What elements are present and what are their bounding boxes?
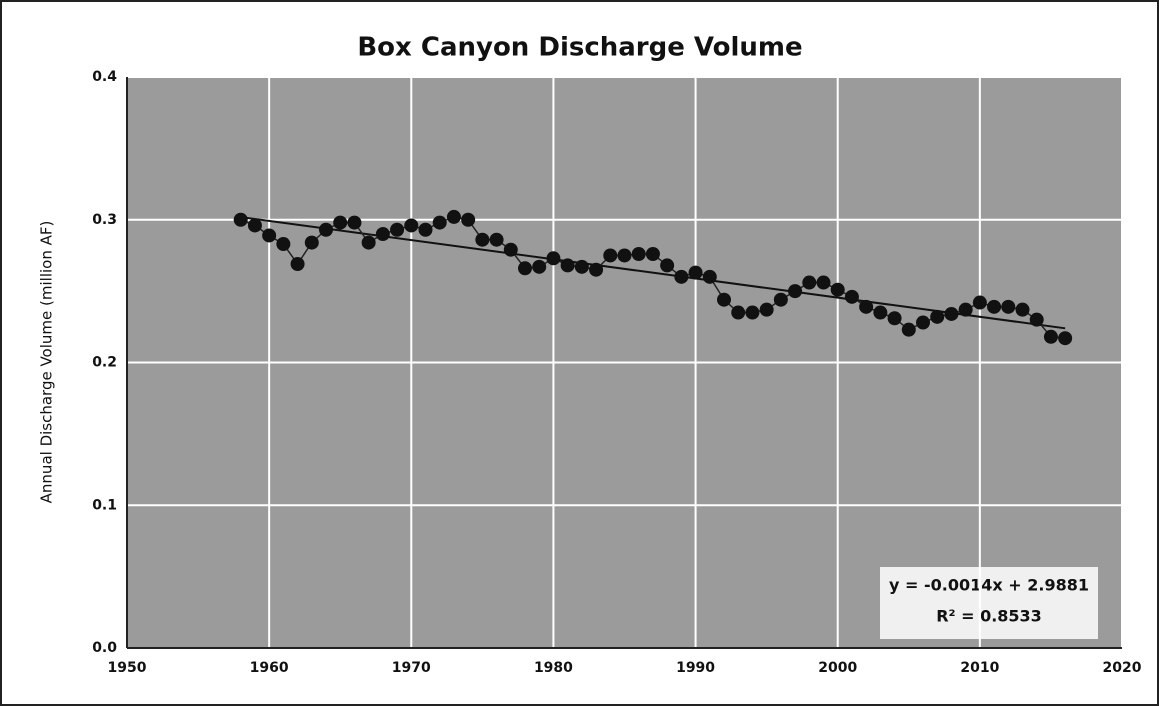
- data-point: [574, 259, 589, 274]
- data-point: [859, 299, 874, 314]
- y-tick-label: 0.1: [92, 497, 117, 513]
- data-point: [901, 322, 916, 337]
- data-point: [589, 262, 604, 277]
- data-point: [262, 228, 277, 243]
- data-point: [844, 289, 859, 304]
- data-point: [432, 215, 447, 230]
- x-tick-label: 1960: [250, 660, 289, 676]
- data-point: [674, 269, 689, 284]
- data-point: [290, 257, 305, 272]
- x-tick-label: 1980: [534, 660, 573, 676]
- data-point: [361, 235, 376, 250]
- data-point: [887, 311, 902, 326]
- y-axis-label: Annual Discharge Volume (million AF): [38, 221, 56, 504]
- equation: y = -0.0014x + 2.9881: [889, 576, 1089, 595]
- data-point: [503, 242, 518, 257]
- data-point: [631, 247, 646, 262]
- x-tick-label: 2020: [1103, 660, 1142, 676]
- data-point: [390, 222, 405, 237]
- data-point: [617, 248, 632, 263]
- data-point: [987, 299, 1002, 314]
- chart-title: Box Canyon Discharge Volume: [357, 33, 802, 63]
- data-point: [446, 209, 461, 224]
- data-point: [1001, 299, 1016, 314]
- data-point: [660, 258, 675, 273]
- data-point: [560, 258, 575, 273]
- data-point: [702, 269, 717, 284]
- data-point: [333, 215, 348, 230]
- x-tick-label: 2000: [818, 660, 857, 676]
- data-point: [347, 215, 362, 230]
- data-point: [418, 222, 433, 237]
- data-point: [645, 247, 660, 262]
- x-tick-label: 2010: [960, 660, 999, 676]
- data-point: [958, 302, 973, 317]
- data-point: [830, 282, 845, 297]
- data-point: [1043, 329, 1058, 344]
- data-point: [304, 235, 319, 250]
- data-point: [745, 305, 760, 320]
- data-point: [532, 259, 547, 274]
- data-point: [603, 248, 618, 263]
- data-point: [717, 292, 731, 307]
- data-point: [773, 292, 788, 307]
- r-squared: R² = 0.8533: [936, 607, 1042, 626]
- data-point: [276, 237, 291, 252]
- y-tick-label: 0.2: [92, 355, 117, 371]
- data-point: [1029, 312, 1044, 327]
- x-tick-label: 1990: [676, 660, 715, 676]
- data-point: [518, 261, 532, 276]
- x-tick-label: 1950: [108, 660, 147, 676]
- data-point: [546, 251, 561, 266]
- data-point: [461, 212, 476, 227]
- y-tick-label: 0.3: [92, 212, 117, 228]
- data-point: [731, 305, 746, 320]
- data-point: [404, 218, 419, 233]
- data-point: [816, 275, 831, 290]
- data-point: [930, 309, 945, 324]
- data-point: [475, 232, 490, 247]
- data-point: [233, 212, 248, 227]
- data-point: [375, 227, 390, 242]
- data-point: [916, 315, 930, 330]
- data-point: [759, 302, 774, 317]
- data-point: [489, 232, 504, 247]
- data-point: [944, 306, 959, 321]
- data-point: [319, 222, 333, 237]
- data-point: [788, 284, 803, 299]
- data-point: [972, 295, 987, 310]
- equation-box: [880, 567, 1098, 639]
- y-tick-label: 0.0: [92, 640, 117, 656]
- x-tick-label: 1970: [392, 660, 431, 676]
- data-point: [1015, 302, 1030, 317]
- y-tick-label: 0.4: [92, 69, 117, 85]
- data-point: [873, 305, 888, 320]
- data-point: [1058, 331, 1073, 346]
- data-point: [802, 275, 817, 290]
- data-point: [688, 265, 703, 280]
- data-point: [247, 218, 262, 233]
